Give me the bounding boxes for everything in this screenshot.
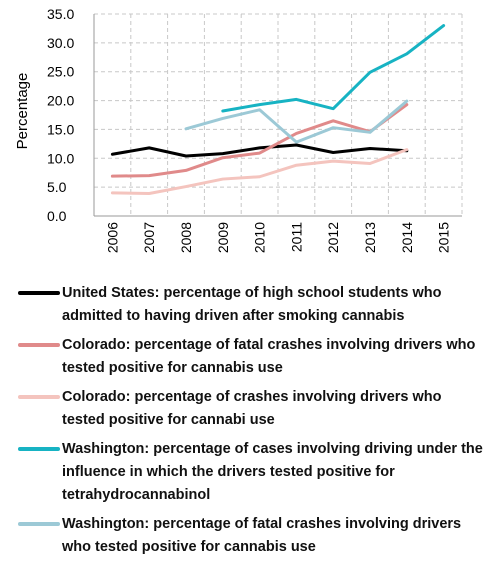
x-tick-label: 2008 — [178, 222, 194, 253]
legend-swatch — [18, 395, 60, 399]
x-tick-label: 2012 — [325, 222, 341, 253]
y-tick-label: 10.0 — [47, 150, 74, 166]
legend-swatch — [18, 343, 60, 347]
legend-label: Colorado: percentage of crashes involvin… — [62, 389, 442, 428]
y-tick-label: 20.0 — [47, 93, 74, 109]
legend-item-colorado-crashes: Colorado: percentage of crashes involvin… — [18, 386, 484, 432]
legend-item-washington-dui: Washington: percentage of cases involvin… — [18, 438, 484, 507]
legend-label: Colorado: percentage of fatal crashes in… — [62, 337, 476, 376]
series-line-2 — [110, 148, 409, 195]
series-line-0 — [110, 143, 409, 158]
series-line-1 — [110, 103, 409, 178]
y-tick-label: 15.0 — [47, 121, 74, 137]
x-tick-label: 2011 — [288, 222, 304, 252]
chart-axes — [93, 14, 462, 217]
legend-item-washington-fatal: Washington: percentage of fatal crashes … — [18, 513, 484, 559]
x-tick-label: 2007 — [141, 222, 157, 253]
x-tick-label: 2010 — [252, 222, 268, 253]
y-tick-label: 0.0 — [47, 208, 67, 224]
y-tick-label: 35.0 — [47, 6, 74, 22]
legend-swatch — [18, 522, 60, 526]
y-tick-label: 5.0 — [47, 179, 67, 195]
y-axis-title: Percentage — [14, 73, 31, 150]
x-tick-label: 2013 — [362, 222, 378, 253]
legend-item-colorado-fatal: Colorado: percentage of fatal crashes in… — [18, 334, 484, 380]
chart-legend: United States: percentage of high school… — [18, 282, 484, 565]
chart-tick-labels: 0.0 5.0 10.0 15.0 20.0 25.0 30.0 35.0 2006 2007 20… — [47, 6, 452, 253]
legend-label: United States: percentage of high school… — [62, 285, 442, 324]
x-tick-label: 2014 — [399, 222, 415, 253]
line-chart: 0.0 5.0 10.0 15.0 20.0 25.0 30.0 35.0 2006 2007 20… — [14, 6, 463, 253]
legend-swatch — [18, 447, 60, 451]
chart-series — [110, 24, 446, 195]
x-tick-label: 2015 — [436, 222, 452, 253]
series-line-3 — [221, 24, 446, 113]
y-tick-label: 30.0 — [47, 35, 74, 51]
legend-label: Washington: percentage of cases involvin… — [62, 441, 483, 503]
chart-grid — [93, 13, 463, 216]
legend-label: Washington: percentage of fatal crashes … — [62, 516, 462, 555]
x-tick-label: 2006 — [104, 222, 120, 253]
legend-swatch — [18, 291, 60, 295]
series-line-4 — [184, 99, 409, 144]
y-tick-label: 25.0 — [47, 64, 74, 80]
legend-item-us: United States: percentage of high school… — [18, 282, 484, 328]
x-tick-label: 2009 — [215, 222, 231, 253]
